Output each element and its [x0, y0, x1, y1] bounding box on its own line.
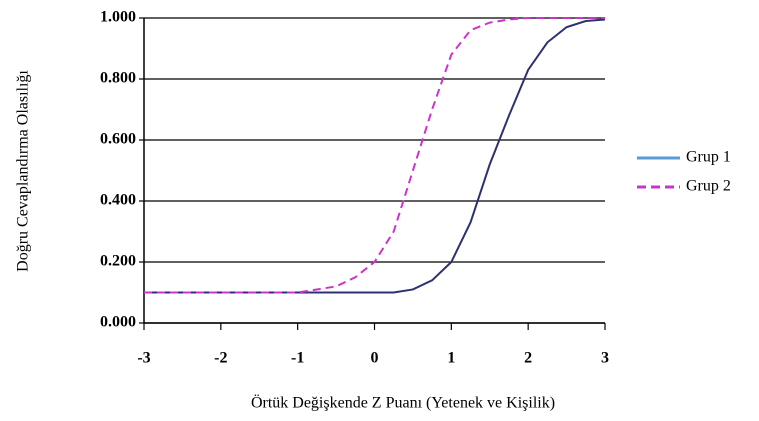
line-series [144, 17, 605, 294]
y-tick-label: 0.000 [100, 314, 136, 331]
y-tick-label: 0.600 [100, 131, 136, 148]
y-tick-label: 1.000 [100, 9, 136, 26]
legend-label: Grup 1 [686, 149, 731, 166]
y-axis-title: Doğru Cevaplandırma Olasılığı [15, 70, 32, 272]
legend-label: Grup 2 [686, 178, 731, 195]
y-tick-label: 0.200 [100, 253, 136, 270]
line-series [144, 18, 606, 294]
x-axis-title: Örtük Değişkende Z Puanı (Yetenek ve Kiş… [251, 394, 555, 412]
x-tick-label: -3 [137, 350, 150, 367]
x-tick-label: 3 [601, 350, 609, 367]
y-tick-label: 0.400 [100, 192, 136, 209]
x-tick-label: 0 [371, 350, 379, 367]
x-tick-label: 1 [447, 350, 455, 367]
x-tick-label: 2 [524, 350, 532, 367]
y-tick-label: 0.800 [100, 70, 136, 87]
x-tick-label: -1 [291, 350, 304, 367]
x-tick-label: -2 [214, 350, 227, 367]
